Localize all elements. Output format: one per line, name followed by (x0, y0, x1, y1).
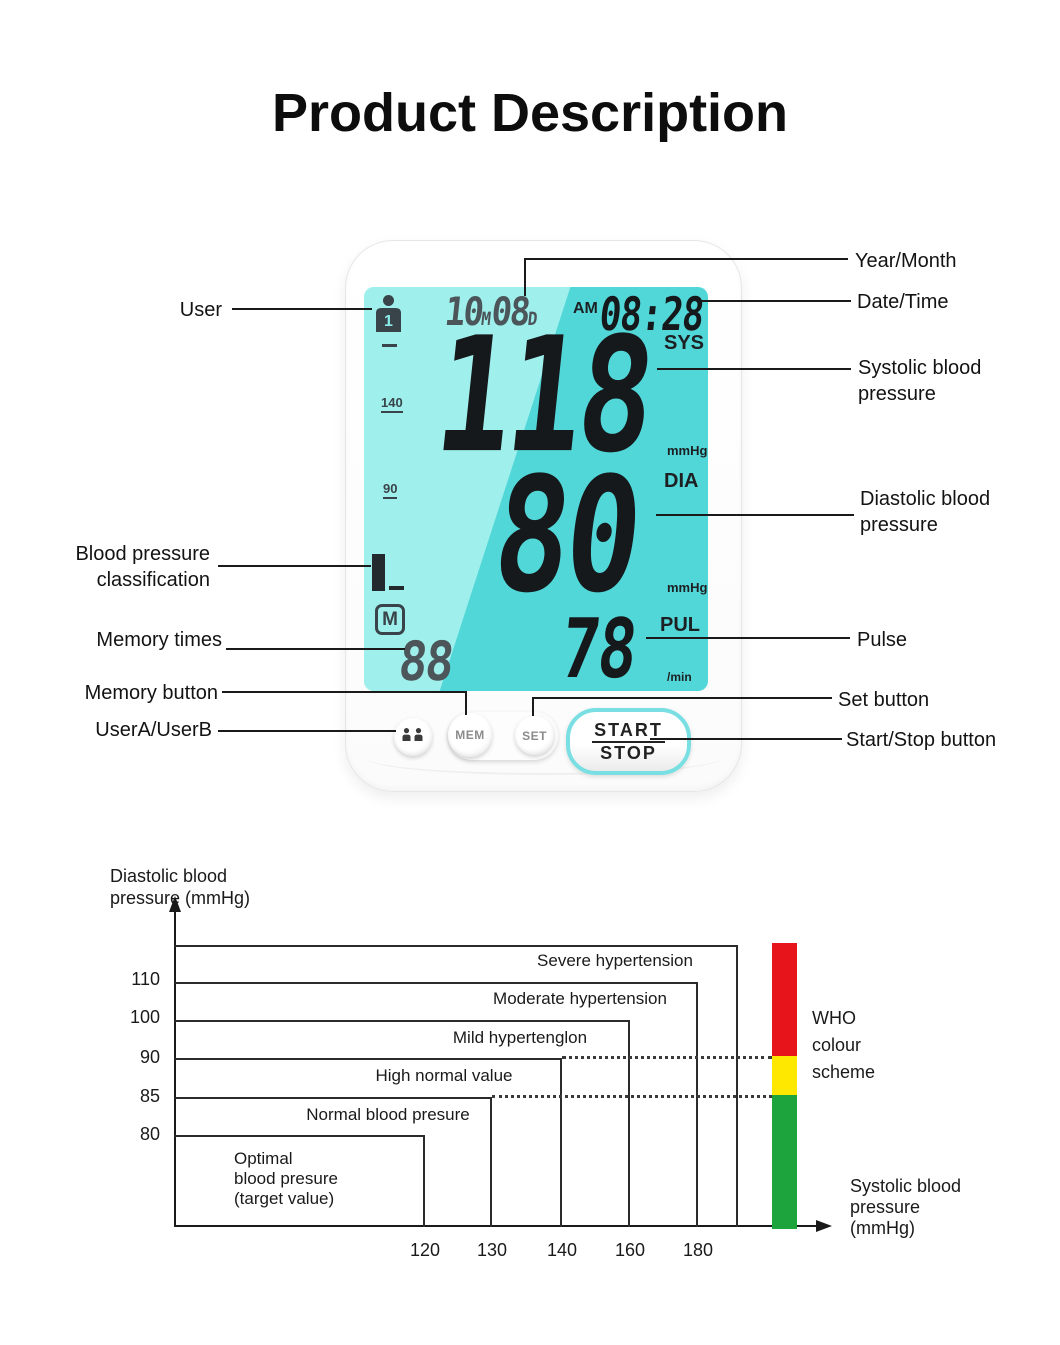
blood-pressure-monitor: 1 10M08D AM 08:28 140 90 M 88 118 SYS mm… (345, 240, 742, 792)
label-optimal: Optimal blood presure (target value) (234, 1149, 338, 1208)
y-tick-85: 85 (139, 1086, 160, 1106)
leader-memory-button-v (465, 691, 467, 715)
y-axis-arrow-icon (169, 896, 181, 912)
label-mild: Mild hypertenglon (452, 1028, 588, 1047)
diastolic-value: 80 (485, 444, 647, 629)
memory-times-value: 88 (395, 630, 456, 691)
lcd-display: 1 10M08D AM 08:28 140 90 M 88 118 SYS mm… (364, 287, 708, 691)
callout-date-time: Date/Time (857, 291, 949, 313)
box-optimal (175, 1135, 425, 1227)
sys-label: SYS (664, 332, 705, 354)
leader-set-button-v (532, 697, 534, 716)
user-number: 1 (384, 313, 393, 330)
x-tick-160: 160 (614, 1240, 646, 1260)
leader-memory-times (226, 648, 405, 650)
leader-year-month-v (524, 258, 526, 296)
leader-start-stop (650, 738, 842, 740)
pul-label: PUL (660, 614, 700, 636)
who-colour-scheme-label: WHO colour scheme (812, 1008, 876, 1082)
callout-year-month: Year/Month (855, 250, 957, 272)
dia-unit: mmHg (667, 580, 708, 595)
scale-upper-value: 140 (381, 395, 403, 413)
box-severe (175, 945, 738, 1227)
label-moderate: Moderate hypertension (493, 989, 667, 1008)
x-axis (174, 1225, 818, 1227)
callout-pulse: Pulse (857, 629, 908, 651)
dia-label: DIA (664, 470, 699, 492)
label-severe: Severe hypertension (537, 951, 693, 970)
callout-user: User (179, 299, 222, 321)
y-axis (174, 910, 176, 1226)
classification-tick (389, 586, 404, 590)
callout-systolic: Systolic blood pressure (858, 357, 982, 405)
set-button[interactable]: SET (515, 716, 554, 755)
x-tick-180: 180 (682, 1240, 714, 1260)
user-icon: 1 (375, 295, 402, 337)
x-tick-120: 120 (409, 1240, 441, 1260)
chart-x-axis-label: Systolic blood pressure (mmHg) (850, 1176, 962, 1238)
ampm-indicator: AM (573, 300, 598, 317)
box-high-normal (175, 1058, 562, 1227)
pul-unit: /min (667, 670, 692, 684)
leader-set-button-h (532, 697, 832, 699)
dotted-boundary-85 (492, 1095, 772, 1098)
device-bezel-curve (366, 741, 721, 775)
sys-unit: mmHg (667, 443, 708, 458)
who-bar-red (772, 943, 797, 1056)
box-moderate (175, 982, 698, 1227)
memory-button[interactable]: MEM (448, 713, 492, 757)
leader-diastolic (656, 514, 854, 516)
box-normal (175, 1097, 492, 1227)
two-users-icon (401, 728, 425, 746)
callout-usera-userb: UserA/UserB (95, 719, 212, 741)
leader-pulse (646, 637, 850, 639)
leader-usera-userb (218, 730, 396, 732)
label-normal: Normal blood presure (306, 1105, 470, 1124)
leader-user (232, 308, 372, 310)
scale-top-mark (382, 344, 397, 347)
pulse-value: 78 (556, 602, 640, 691)
leader-bp-classification (218, 565, 371, 567)
who-bar-green (772, 1095, 797, 1229)
label-high-normal: High normal value (375, 1066, 513, 1085)
dotted-boundary-90 (562, 1056, 772, 1059)
chart-y-axis-label: Diastolic blood pressure (mmHg) (110, 866, 251, 908)
y-tick-80: 80 (139, 1124, 160, 1144)
leader-systolic (657, 368, 851, 370)
y-tick-90: 90 (139, 1047, 160, 1067)
leader-date-time (701, 300, 851, 302)
x-tick-140: 140 (546, 1240, 578, 1260)
x-tick-130: 130 (476, 1240, 508, 1260)
callout-memory-times: Memory times (96, 629, 222, 651)
leader-year-month-h (524, 258, 848, 260)
classification-bar-icon (372, 554, 385, 591)
x-axis-arrow-icon (816, 1220, 832, 1232)
user-select-button[interactable] (394, 718, 432, 756)
memory-icon: M (375, 604, 405, 635)
page-title: Product Description (271, 83, 789, 143)
start-stop-button[interactable]: START STOP (566, 708, 691, 775)
box-mild (175, 1020, 630, 1227)
callout-start-stop-button: Start/Stop button (846, 729, 997, 751)
scale-lower-value: 90 (383, 481, 398, 499)
who-bar-yellow (772, 1056, 797, 1095)
leader-memory-button-h (222, 691, 467, 693)
y-tick-100: 100 (129, 1007, 160, 1027)
callout-set-button: Set button (838, 689, 930, 711)
callout-bp-classification: Blood pressure classification (75, 543, 210, 591)
callout-memory-button: Memory button (84, 682, 218, 704)
callout-diastolic: Diastolic blood pressure (860, 488, 991, 536)
y-tick-110: 110 (131, 969, 160, 989)
